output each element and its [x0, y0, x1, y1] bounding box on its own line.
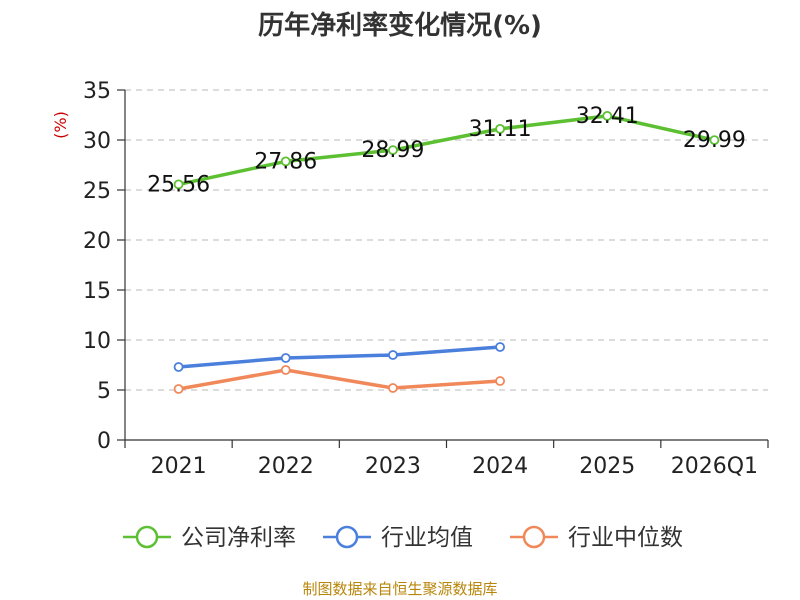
data-label: 28.99	[361, 138, 424, 163]
legend-item-1[interactable]: 行业均值	[323, 525, 473, 551]
grid-lines	[125, 89, 768, 391]
data-label: 32.41	[576, 104, 639, 129]
data-point[interactable]	[495, 123, 505, 134]
data-point[interactable]	[709, 135, 720, 146]
legend-label: 公司净利率	[181, 525, 296, 551]
data-point[interactable]	[495, 342, 505, 352]
y-tick-label: 15	[83, 279, 111, 304]
legend-marker	[135, 525, 159, 549]
legend-label: 行业均值	[381, 525, 473, 551]
y-tick-label: 10	[83, 329, 111, 354]
data-label: 29.99	[683, 128, 746, 153]
legend[interactable]: 公司净利率 行业均值 行业中位数	[123, 525, 683, 551]
series-line-2	[178, 368, 501, 391]
x-tick-label: 2025	[579, 454, 635, 479]
y-tick-label: 20	[83, 229, 111, 254]
data-point[interactable]	[173, 362, 184, 372]
y-tick-label: 35	[83, 79, 111, 104]
data-label: 27.86	[254, 149, 317, 174]
data-point[interactable]	[388, 145, 398, 156]
series-layer: 25.56 27.86 28.99 31.11 32.41 29.99	[147, 104, 746, 394]
legend-marker	[522, 525, 546, 549]
legend-marker	[335, 525, 359, 549]
data-label: 25.56	[147, 172, 210, 197]
x-tick-label: 2024	[472, 454, 528, 479]
series-line-1	[178, 345, 501, 369]
data-point[interactable]	[280, 156, 291, 167]
legend-item-0[interactable]: 公司净利率	[123, 525, 296, 551]
legend-item-2[interactable]: 行业中位数	[510, 525, 683, 551]
legend-label: 行业中位数	[568, 525, 683, 551]
data-point[interactable]	[280, 365, 291, 375]
data-point[interactable]	[602, 111, 613, 121]
y-tick-label: 25	[83, 179, 111, 204]
data-point[interactable]	[495, 376, 505, 386]
y-axis-label: (%)	[51, 111, 70, 139]
chart-title: 历年净利率变化情况(%)	[258, 10, 542, 41]
data-point[interactable]	[173, 384, 184, 394]
x-tick-label: 2022	[258, 454, 314, 479]
x-tick-label: 2023	[365, 454, 421, 479]
source-note: 制图数据来自恒生聚源数据库	[302, 580, 497, 598]
data-label: 31.11	[469, 117, 532, 142]
y-tick-label: 30	[83, 129, 111, 154]
data-point[interactable]	[280, 353, 291, 363]
data-point[interactable]	[173, 179, 184, 190]
y-tick-label: 5	[97, 379, 111, 404]
x-tick-label: 2026Q1	[671, 454, 758, 479]
data-point[interactable]	[388, 383, 398, 393]
series-line-0	[178, 114, 715, 187]
data-point[interactable]	[388, 350, 398, 360]
x-tick-label: 2021	[151, 454, 207, 479]
y-tick-label: 0	[97, 429, 111, 454]
